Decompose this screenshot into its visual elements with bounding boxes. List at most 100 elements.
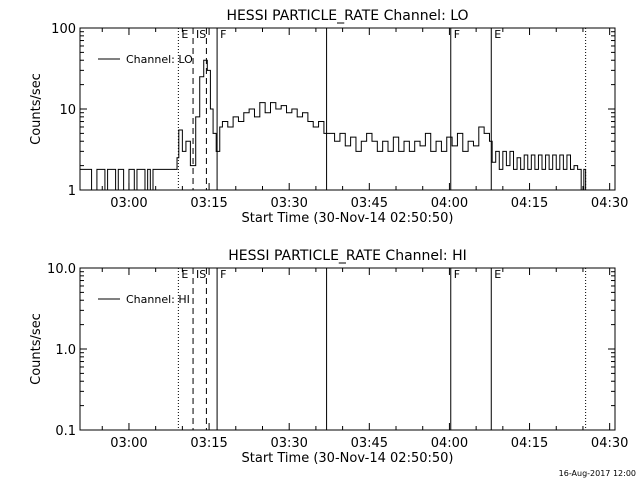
x-tick-label: 03:15 <box>190 196 227 211</box>
data-point <box>275 108 277 110</box>
data-point <box>408 150 410 152</box>
data-point <box>219 126 221 128</box>
data-point <box>513 168 514 170</box>
data-point <box>527 168 529 170</box>
data-point <box>376 150 378 152</box>
data-point <box>176 157 178 159</box>
data-point <box>328 132 330 134</box>
data-point <box>398 150 400 152</box>
x-tick-label: 04:00 <box>431 196 468 211</box>
data-point <box>483 132 485 134</box>
data-point <box>117 168 119 170</box>
data-point <box>491 161 493 163</box>
data-point <box>243 112 245 114</box>
data-point <box>585 189 587 191</box>
data-point <box>573 165 575 167</box>
data-point <box>238 121 239 122</box>
data-point <box>350 136 352 138</box>
data-point <box>323 132 325 134</box>
data-point <box>430 150 432 152</box>
data-point <box>280 105 282 107</box>
event-marker-label: E <box>181 268 188 281</box>
data-point <box>264 112 266 114</box>
data-point <box>259 102 261 103</box>
data-point <box>123 189 125 191</box>
y-tick-label: 1.0 <box>55 343 76 358</box>
data-point <box>478 126 480 128</box>
data-point <box>227 126 229 128</box>
data-point <box>307 121 309 122</box>
event-marker-label: E <box>494 28 501 41</box>
data-point <box>215 150 217 152</box>
data-point <box>334 140 335 142</box>
event-marker-label: F <box>220 28 226 41</box>
data-point <box>498 168 500 170</box>
data-point <box>403 140 405 142</box>
data-point <box>545 154 546 156</box>
data-point <box>523 154 525 156</box>
data-point <box>203 59 205 61</box>
data-point <box>419 145 421 147</box>
data-point <box>580 189 582 191</box>
data-point <box>91 189 92 191</box>
data-point <box>104 189 106 191</box>
data-point <box>392 136 394 138</box>
data-point <box>339 132 341 134</box>
event-marker-label: IS <box>196 268 206 281</box>
event-marker-label: F <box>454 28 460 41</box>
data-point <box>435 140 437 142</box>
data-point <box>185 140 187 142</box>
x-tick-label: 03:30 <box>270 196 307 211</box>
x-tick-label: 03:00 <box>110 436 147 451</box>
data-point <box>382 140 384 142</box>
data-point <box>286 112 287 114</box>
data-point <box>189 165 191 167</box>
data-point <box>414 140 416 142</box>
data-point <box>559 154 561 156</box>
data-point <box>312 126 314 128</box>
y-tick-label: 10.0 <box>47 262 76 277</box>
data-point <box>451 145 453 147</box>
data-point <box>147 168 149 170</box>
legend-label: Channel: LO <box>126 53 193 66</box>
x-tick-label: 04:30 <box>591 196 628 211</box>
data-point <box>538 154 539 156</box>
data-point <box>516 157 518 159</box>
data-point <box>462 150 464 152</box>
event-marker-label: F <box>454 268 460 281</box>
x-tick-label: 03:45 <box>351 196 388 211</box>
data-point <box>355 150 357 152</box>
data-point <box>457 132 458 134</box>
data-point <box>195 116 197 118</box>
data-point <box>152 168 154 170</box>
x-tick-label: 04:00 <box>431 436 468 451</box>
data-point <box>530 154 532 156</box>
data-point <box>548 168 550 170</box>
data-point <box>133 189 135 191</box>
y-tick-label: 1 <box>68 184 76 199</box>
data-point <box>199 76 201 78</box>
data-point <box>387 150 389 152</box>
x-tick-label: 04:15 <box>511 196 548 211</box>
x-tick-label: 03:15 <box>190 436 227 451</box>
y-tick-label: 100 <box>51 22 76 37</box>
data-point <box>96 168 98 170</box>
data-point <box>79 168 81 170</box>
data-point <box>562 168 564 170</box>
data-point <box>473 145 474 147</box>
data-point <box>489 140 490 142</box>
footer-date: 16-Aug-2017 12:00 <box>558 469 636 478</box>
data-point <box>505 165 507 167</box>
x-axis-label: Start Time (30-Nov-14 02:50:50) <box>242 451 454 466</box>
y-tick-label: 0.1 <box>55 424 76 439</box>
data-point <box>270 102 271 103</box>
x-tick-label: 04:30 <box>591 436 628 451</box>
data-point <box>371 140 373 142</box>
data-point <box>509 150 511 152</box>
data-point <box>552 154 554 156</box>
event-marker-label: F <box>220 268 226 281</box>
data-point <box>232 116 234 118</box>
event-marker-label: IS <box>196 28 206 41</box>
series-line <box>80 59 587 191</box>
data-point <box>144 189 146 191</box>
